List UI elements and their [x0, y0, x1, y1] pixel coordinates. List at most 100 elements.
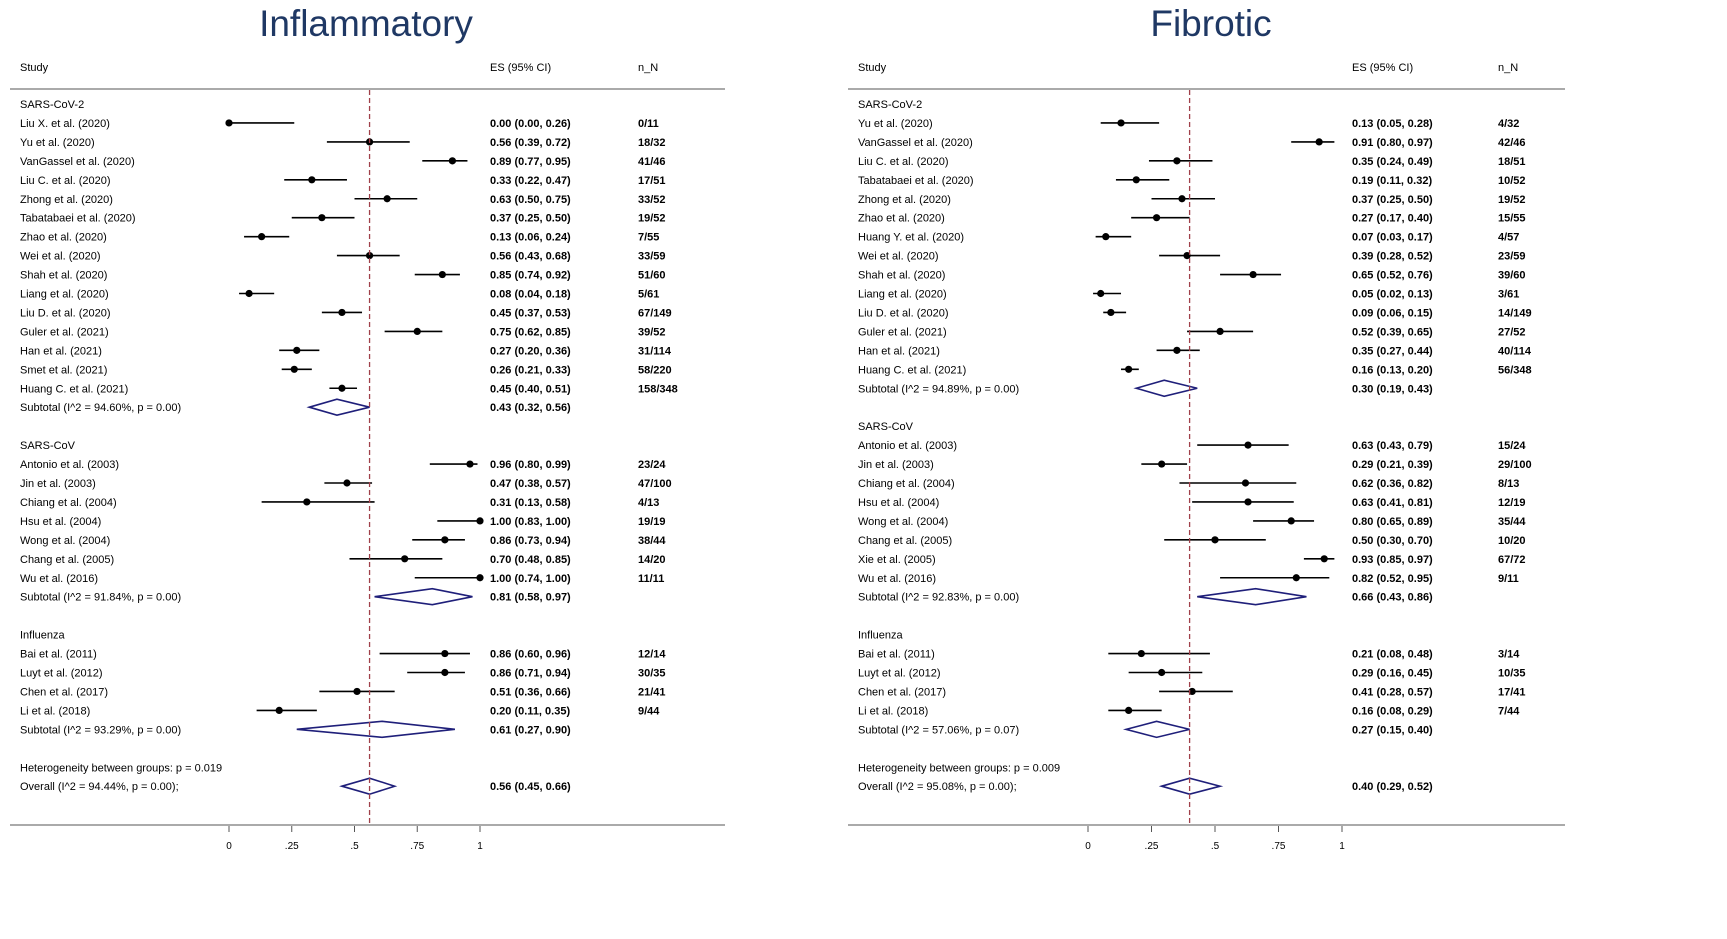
sample-count-text: 33/52 [638, 194, 666, 206]
overall-diamond [339, 777, 398, 796]
effect-size-text: 0.29 (0.16, 0.45) [1352, 668, 1433, 680]
study-label: Tabatabaei et al. (2020) [858, 175, 974, 187]
sample-count-text: 18/51 [1498, 156, 1526, 168]
x-tick-label: .75 [410, 841, 424, 852]
sample-count-text: 14/20 [638, 554, 666, 566]
effect-size-text: 0.47 (0.38, 0.57) [490, 478, 571, 490]
effect-size-text: 0.29 (0.21, 0.39) [1352, 459, 1433, 471]
effect-size-text: 0.70 (0.48, 0.85) [490, 554, 571, 566]
sample-count-text: 12/14 [638, 649, 666, 661]
x-tick-label: .25 [285, 841, 299, 852]
effect-size-text: 0.07 (0.03, 0.17) [1352, 232, 1433, 244]
study-label: Liu D. et al. (2020) [20, 307, 111, 319]
study-label: Wong et al. (2004) [20, 535, 110, 547]
effect-size-text: 0.89 (0.77, 0.95) [490, 156, 571, 168]
study-label: Liu X. et al. (2020) [20, 118, 110, 130]
point-estimate [1287, 517, 1295, 525]
group-heading: Influenza [20, 630, 66, 642]
group-heading: SARS-CoV-2 [20, 99, 84, 111]
subtotal-diamond [1133, 379, 1198, 398]
study-label: Wei et al. (2020) [858, 251, 939, 263]
point-estimate [258, 233, 266, 241]
point-estimate [476, 574, 484, 582]
x-tick-label: .25 [1145, 841, 1159, 852]
subtotal-es-text: 0.27 (0.15, 0.40) [1352, 724, 1433, 736]
effect-size-text: 0.52 (0.39, 0.65) [1352, 326, 1433, 338]
effect-size-text: 0.39 (0.28, 0.52) [1352, 251, 1433, 263]
effect-size-text: 0.56 (0.39, 0.72) [490, 137, 571, 149]
sample-count-text: 14/149 [1498, 307, 1532, 319]
effect-size-text: 0.91 (0.80, 0.97) [1352, 137, 1433, 149]
study-label: Liu D. et al. (2020) [858, 307, 949, 319]
study-label: Chiang et al. (2004) [858, 478, 955, 490]
effect-size-text: 0.33 (0.22, 0.47) [490, 175, 571, 187]
effect-size-text: 1.00 (0.83, 1.00) [490, 516, 571, 528]
sample-count-text: 56/348 [1498, 364, 1532, 376]
chart-title: Fibrotic [1150, 3, 1271, 44]
study-label: Huang C. et al. (2021) [858, 364, 966, 376]
effect-size-text: 0.86 (0.73, 0.94) [490, 535, 571, 547]
point-estimate [448, 157, 456, 165]
study-label: Luyt et al. (2012) [20, 668, 103, 680]
sample-count-text: 7/44 [1498, 705, 1520, 717]
sample-count-text: 15/24 [1498, 440, 1526, 452]
effect-size-text: 0.75 (0.62, 0.85) [490, 326, 571, 338]
point-estimate [338, 308, 346, 317]
point-estimate [1188, 687, 1196, 696]
study-label: Yu et al. (2020) [20, 137, 95, 149]
study-label: Yu et al. (2020) [858, 118, 933, 130]
overall-label: Overall (I^2 = 94.44%, p = 0.00); [20, 781, 179, 793]
sample-count-text: 158/348 [638, 383, 678, 395]
point-estimate [1292, 574, 1300, 582]
subtotal-diamond [296, 720, 455, 739]
point-estimate [275, 706, 283, 715]
heterogeneity-text: Heterogeneity between groups: p = 0.009 [858, 762, 1060, 774]
effect-size-text: 0.16 (0.13, 0.20) [1352, 364, 1433, 376]
sample-count-text: 23/59 [1498, 251, 1526, 263]
point-estimate [441, 649, 449, 658]
effect-size-text: 0.09 (0.06, 0.15) [1352, 307, 1433, 319]
effect-size-text: 0.19 (0.11, 0.32) [1352, 175, 1432, 187]
study-label: VanGassel et al. (2020) [858, 137, 973, 149]
point-estimate [1178, 195, 1186, 203]
sample-count-text: 10/52 [1498, 175, 1526, 187]
sample-count-text: 10/20 [1498, 535, 1526, 547]
subtotal-es-text: 0.30 (0.19, 0.43) [1352, 383, 1433, 395]
sample-count-text: 41/46 [638, 156, 666, 168]
point-estimate [1183, 252, 1191, 260]
sample-count-text: 31/114 [638, 345, 672, 357]
point-estimate [225, 119, 233, 127]
sample-count-text: 10/35 [1498, 668, 1526, 680]
study-label: Liang et al. (2020) [20, 289, 109, 301]
sample-count-text: 21/41 [638, 686, 666, 698]
study-label: Li et al. (2018) [858, 705, 928, 717]
effect-size-text: 0.35 (0.27, 0.44) [1352, 345, 1433, 357]
point-estimate [401, 555, 409, 563]
study-label: Liu C. et al. (2020) [20, 175, 111, 187]
sample-count-text: 29/100 [1498, 459, 1532, 471]
group-heading: SARS-CoV-2 [858, 99, 922, 111]
sample-count-text: 19/52 [1498, 194, 1526, 206]
effect-size-text: 1.00 (0.74, 1.00) [490, 573, 571, 585]
effect-size-text: 0.08 (0.04, 0.18) [490, 289, 571, 301]
study-label: Zhong et al. (2020) [858, 194, 951, 206]
study-label: Han et al. (2021) [20, 345, 102, 357]
sample-count-text: 4/13 [638, 497, 659, 509]
sample-count-text: 38/44 [638, 535, 666, 547]
effect-size-text: 0.50 (0.30, 0.70) [1352, 535, 1433, 547]
study-label: Liang et al. (2020) [858, 289, 947, 301]
sample-count-text: 67/72 [1498, 554, 1526, 566]
sample-count-text: 42/46 [1498, 137, 1526, 149]
sample-count-text: 19/52 [638, 213, 666, 225]
effect-size-text: 0.51 (0.36, 0.66) [490, 686, 571, 698]
point-estimate [1132, 176, 1140, 184]
effect-size-text: 0.37 (0.25, 0.50) [1352, 194, 1433, 206]
point-estimate [413, 327, 421, 335]
effect-size-text: 0.86 (0.60, 0.96) [490, 649, 571, 661]
point-estimate [1102, 233, 1110, 241]
effect-size-text: 0.86 (0.71, 0.94) [490, 668, 571, 680]
study-label: Huang Y. et al. (2020) [858, 232, 964, 244]
effect-size-text: 0.63 (0.43, 0.79) [1352, 440, 1433, 452]
sample-count-text: 40/114 [1498, 345, 1532, 357]
point-estimate [383, 195, 391, 203]
